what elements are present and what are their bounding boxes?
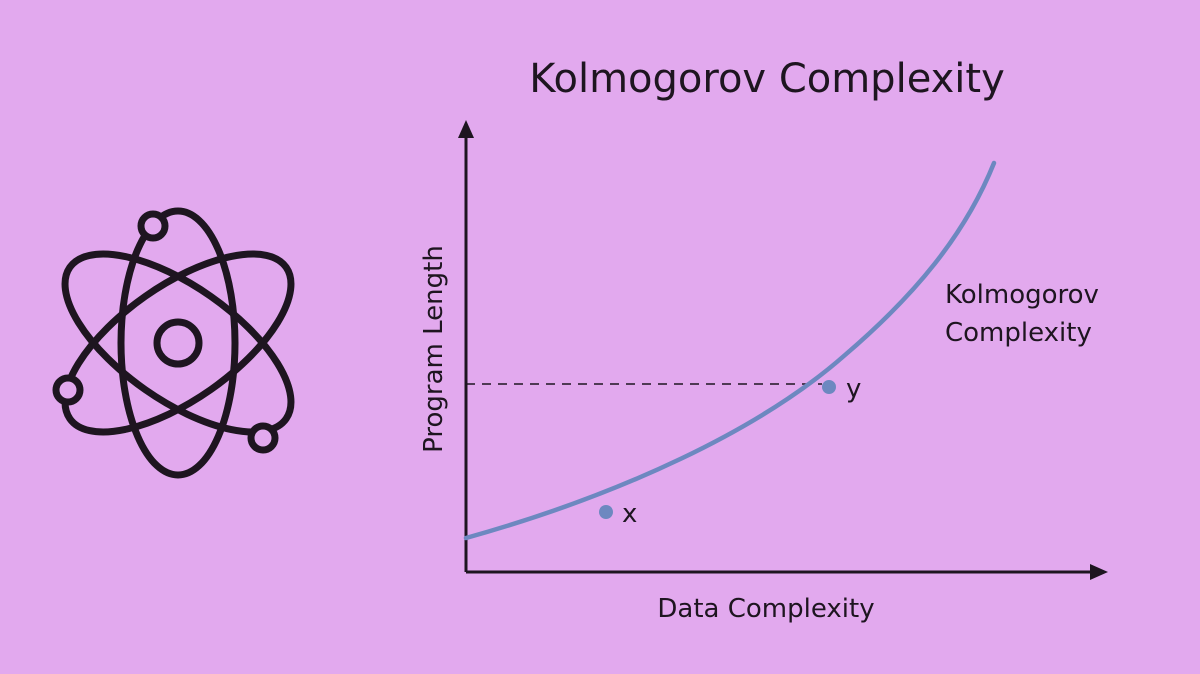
- y-axis-arrowhead: [458, 120, 474, 138]
- atom-orbit-vertical: [117, 207, 239, 479]
- atom-electron-left: [52, 374, 84, 406]
- point-x-label: x: [622, 499, 637, 529]
- atom-orbit-left: [61, 250, 295, 436]
- atom-orbit-right: [61, 250, 295, 436]
- x-axis-arrowhead: [1090, 564, 1108, 580]
- y-axis-label: Program Length: [419, 245, 449, 453]
- kolmogorov-curve: [463, 160, 997, 541]
- diagram-title: Kolmogorov Complexity: [529, 56, 1004, 102]
- atom-nucleus: [153, 318, 203, 368]
- curve-label-line2: Complexity: [945, 318, 1092, 348]
- atom-electron-right: [247, 422, 279, 454]
- point-x: [599, 505, 613, 519]
- atom-electron-top: [137, 210, 169, 242]
- point-y: [822, 380, 836, 394]
- axes: [464, 132, 1098, 574]
- point-y-label: y: [846, 374, 861, 404]
- atom-icon: [52, 207, 295, 479]
- x-axis-label: Data Complexity: [657, 594, 874, 624]
- curve-label-line1: Kolmogorov: [945, 280, 1099, 310]
